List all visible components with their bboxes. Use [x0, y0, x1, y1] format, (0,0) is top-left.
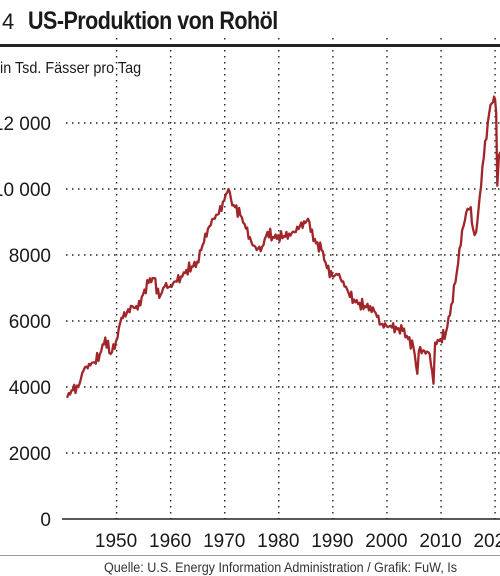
x-tick-label: 2000: [365, 531, 407, 552]
x-tick-label: 1980: [257, 531, 299, 552]
figure-number: 4: [2, 9, 15, 34]
figure-header: 4 US-Produktion von Rohöl: [0, 0, 500, 46]
x-tick-label: 2010: [419, 531, 461, 552]
y-tick-label: 2000: [9, 444, 51, 465]
series-line: [66, 95, 500, 399]
x-tick-label: 1950: [95, 531, 137, 552]
grid-layer: [62, 38, 500, 520]
y-tick-label: 12 000: [0, 114, 51, 135]
x-tick-label: 1970: [203, 531, 245, 552]
y-tick-label: 8000: [9, 246, 51, 267]
header-rule: [0, 44, 500, 47]
y-axis-label: in Tsd. Fässer pro Tag: [0, 60, 142, 77]
series-layer: [66, 95, 500, 399]
x-tick-label: 1960: [149, 531, 191, 552]
y-tick-label: 10 000: [0, 180, 51, 201]
source-note: Quelle: U.S. Energy Information Administ…: [104, 560, 458, 575]
footer-rule: [0, 555, 500, 556]
y-tick-label: 4000: [9, 378, 51, 399]
chart-title: US-Produktion von Rohöl: [28, 7, 278, 35]
y-tick-label: 6000: [9, 312, 51, 333]
x-tick-label: 1990: [311, 531, 353, 552]
y-tick-label: 0: [40, 510, 51, 531]
